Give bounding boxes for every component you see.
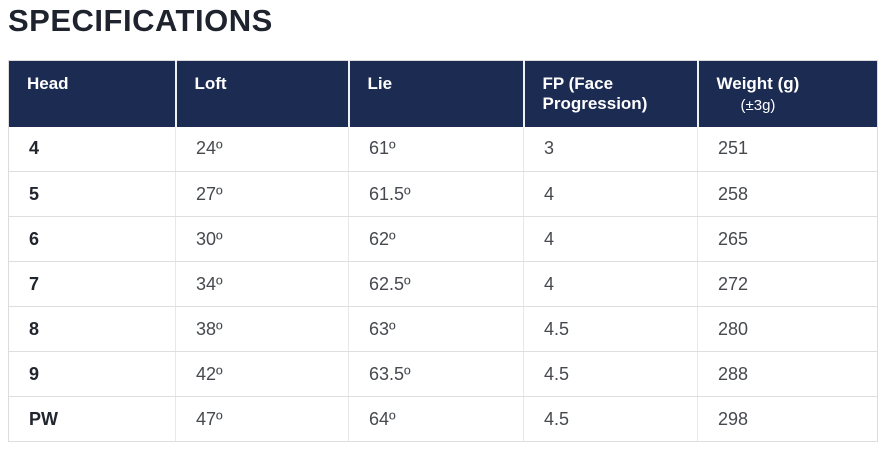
cell-lie: 63.5º [348, 351, 524, 397]
table-row: 9 42º 63.5º 4.5 288 [8, 351, 878, 397]
column-header-weight-tolerance: (±3g) [740, 97, 776, 114]
cell-head: 7 [8, 261, 176, 307]
column-header-lie: Lie [347, 60, 524, 127]
table-row: 5 27º 61.5º 4 258 [8, 171, 878, 217]
table-row: 4 24º 61º 3 251 [8, 126, 878, 172]
cell-lie: 62.5º [348, 261, 524, 307]
spec-table-body: 4 24º 61º 3 251 5 27º 61.5º 4 258 6 30º … [8, 126, 878, 442]
cell-weight: 251 [697, 126, 878, 172]
cell-weight: 258 [697, 171, 878, 217]
cell-loft: 24º [175, 126, 349, 172]
table-header-row: Head Loft Lie FP (Face Progression) Weig… [8, 60, 878, 127]
cell-head: 6 [8, 216, 176, 262]
cell-fp: 3 [523, 126, 698, 172]
cell-fp: 4.5 [523, 396, 698, 442]
column-header-fp: FP (Face Progression) [522, 60, 698, 127]
specifications-section: SPECIFICATIONS Head Loft Lie FP (Face Pr… [8, 3, 878, 442]
cell-fp: 4 [523, 171, 698, 217]
table-header: Head Loft Lie FP (Face Progression) Weig… [8, 60, 878, 127]
cell-head: PW [8, 396, 176, 442]
cell-weight: 288 [697, 351, 878, 397]
cell-lie: 61.5º [348, 171, 524, 217]
cell-lie: 64º [348, 396, 524, 442]
cell-head: 5 [8, 171, 176, 217]
cell-lie: 63º [348, 306, 524, 352]
column-header-weight: Weight (g) (±3g) [696, 60, 878, 127]
page-title: SPECIFICATIONS [8, 3, 273, 38]
cell-fp: 4 [523, 261, 698, 307]
cell-head: 9 [8, 351, 176, 397]
cell-loft: 38º [175, 306, 349, 352]
cell-lie: 62º [348, 216, 524, 262]
specifications-table: Head Loft Lie FP (Face Progression) Weig… [8, 60, 878, 442]
cell-loft: 42º [175, 351, 349, 397]
table-row: 7 34º 62.5º 4 272 [8, 261, 878, 307]
cell-loft: 47º [175, 396, 349, 442]
cell-loft: 34º [175, 261, 349, 307]
cell-weight: 298 [697, 396, 878, 442]
cell-weight: 272 [697, 261, 878, 307]
cell-lie: 61º [348, 126, 524, 172]
cell-head: 4 [8, 126, 176, 172]
column-header-weight-label: Weight (g) [716, 74, 800, 93]
table-row: PW 47º 64º 4.5 298 [8, 396, 878, 442]
column-header-loft: Loft [174, 60, 349, 127]
table-row: 6 30º 62º 4 265 [8, 216, 878, 262]
cell-weight: 280 [697, 306, 878, 352]
cell-weight: 265 [697, 216, 878, 262]
cell-head: 8 [8, 306, 176, 352]
table-row: 8 38º 63º 4.5 280 [8, 306, 878, 352]
column-header-head: Head [8, 60, 176, 127]
cell-loft: 30º [175, 216, 349, 262]
cell-fp: 4.5 [523, 306, 698, 352]
cell-loft: 27º [175, 171, 349, 217]
cell-fp: 4.5 [523, 351, 698, 397]
cell-fp: 4 [523, 216, 698, 262]
